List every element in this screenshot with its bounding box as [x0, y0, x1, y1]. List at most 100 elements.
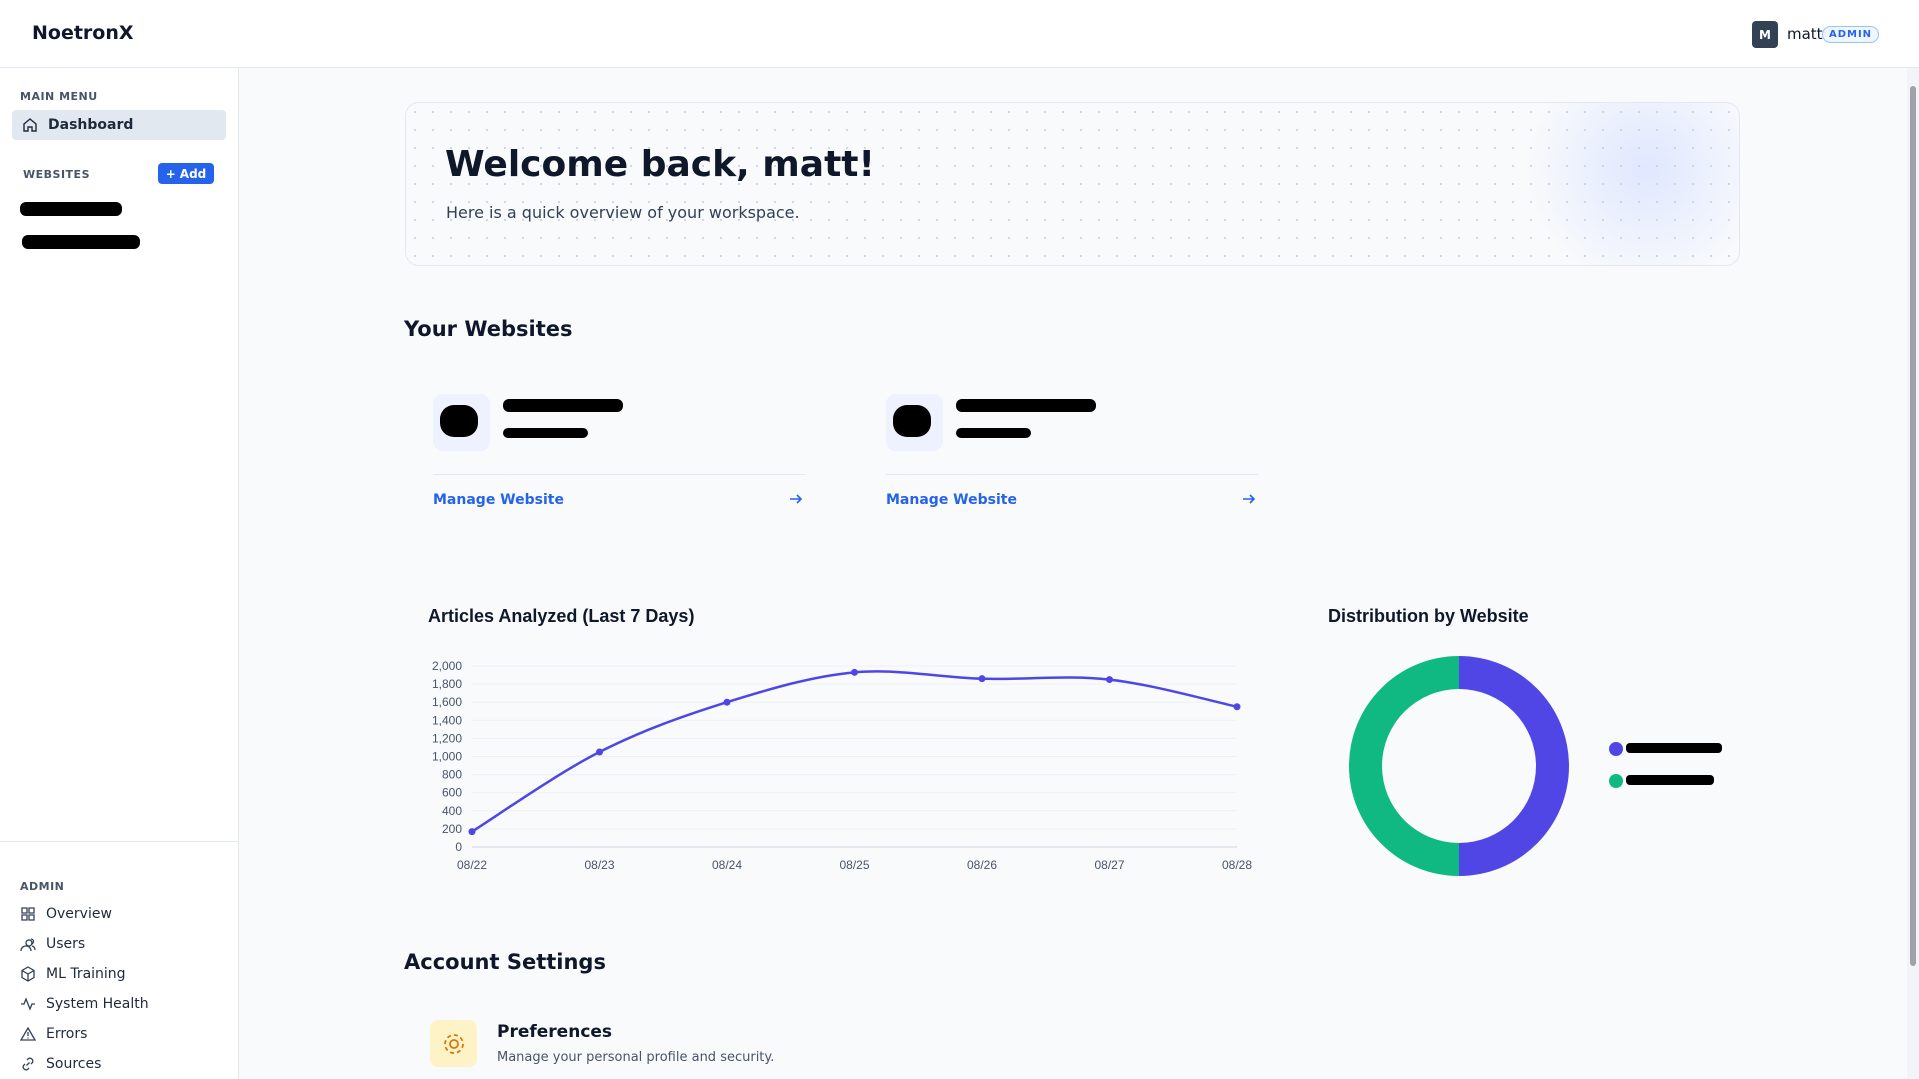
x-tick-label: 08/22	[457, 858, 487, 872]
divider	[0, 841, 238, 842]
redacted-legend-label	[1626, 743, 1722, 753]
settings-icon	[430, 1020, 477, 1067]
redacted-logo	[893, 405, 931, 437]
nav-label: System Health	[46, 996, 149, 1012]
slice[interactable]	[1459, 656, 1569, 876]
nav-label: Errors	[46, 1026, 88, 1042]
welcome-card: Welcome back, matt! Here is a quick over…	[405, 102, 1740, 266]
redacted	[956, 399, 1096, 412]
nav-label: Sources	[46, 1056, 102, 1072]
redacted[interactable]	[20, 202, 122, 216]
nav-item[interactable]: Overview	[20, 906, 112, 922]
y-tick-label: 0	[455, 840, 462, 854]
point[interactable]	[851, 668, 858, 676]
sidebar: MAIN MENU Dashboard WEBSITES + Add ADMIN …	[0, 68, 239, 1079]
x-tick-label: 08/27	[1094, 858, 1124, 872]
y-tick-label: 1,400	[432, 713, 462, 727]
manage-link[interactable]: Manage Website	[886, 492, 1017, 508]
manage-link[interactable]: Manage Website	[433, 492, 564, 508]
legend-swatch	[1609, 774, 1623, 788]
point[interactable]	[1233, 703, 1241, 711]
y-tick-label: 600	[442, 786, 462, 800]
redacted	[503, 428, 588, 438]
nav-item[interactable]: ML Training	[20, 966, 126, 982]
gear	[443, 1033, 464, 1054]
welcome-subtitle: Here is a quick overview of your workspa…	[446, 203, 800, 222]
nav-item[interactable]: Sources	[20, 1056, 101, 1072]
icon-path	[22, 1057, 34, 1071]
divider	[433, 474, 805, 475]
icon	[20, 938, 36, 952]
y-tick-label: 1,600	[432, 695, 462, 709]
plus: +	[165, 166, 176, 181]
x-tick-label: 08/26	[967, 858, 997, 872]
brand[interactable]: NoetronX	[32, 22, 134, 44]
point[interactable]	[468, 828, 476, 836]
scrollbar[interactable]	[1907, 68, 1919, 1079]
redacted-logo	[440, 405, 478, 437]
arrow-path	[1243, 494, 1256, 504]
add-button[interactable]: + Add	[158, 163, 214, 184]
icon-path	[21, 907, 35, 921]
role-badge: ADMIN	[1822, 26, 1879, 43]
welcome-title: Welcome back, matt!	[445, 144, 875, 185]
point[interactable]	[978, 675, 986, 683]
section-title: WEBSITES	[23, 168, 90, 181]
icon-path	[21, 997, 35, 1011]
redacted	[956, 428, 1031, 438]
y-tick-label: 1,000	[432, 750, 462, 764]
y-tick-label: 1,200	[432, 731, 462, 745]
redacted[interactable]	[22, 235, 140, 249]
add-label: Add	[179, 166, 207, 181]
nav-label: Overview	[46, 906, 112, 922]
legend-swatch	[1609, 742, 1623, 756]
divider	[886, 474, 1258, 475]
point[interactable]	[1106, 676, 1113, 684]
y-tick-label: 800	[442, 768, 462, 782]
y-tick-label: 2,000	[432, 659, 462, 673]
y-tick-label: 1,800	[432, 677, 462, 691]
x-tick-label: 08/25	[839, 858, 869, 872]
icon-path	[21, 966, 35, 982]
chart-title: Distribution by Website	[1328, 606, 1529, 626]
top-bar: NoetronX M matt ADMIN	[0, 0, 1919, 68]
nav-item[interactable]: Users	[20, 936, 85, 952]
line	[471, 670, 1238, 833]
section-title: MAIN MENU	[20, 90, 98, 103]
point[interactable]	[596, 748, 603, 756]
nav-item[interactable]: Dashboard	[12, 110, 226, 140]
arrow[interactable]	[1241, 491, 1257, 507]
icon	[23, 118, 37, 132]
icon	[21, 966, 35, 982]
y-tick-label: 200	[442, 822, 462, 836]
y-tick-label: 400	[442, 804, 462, 818]
point[interactable]	[723, 698, 731, 706]
slice[interactable]	[1349, 656, 1459, 876]
x-tick-label: 08/23	[584, 858, 614, 872]
arrow-path	[790, 494, 803, 504]
nav-label: Users	[46, 936, 86, 952]
icon-path	[20, 938, 36, 952]
user-name[interactable]: matt	[1787, 25, 1823, 43]
settings-title[interactable]: Preferences	[497, 1022, 613, 1042]
nav-label: Dashboard	[48, 117, 134, 133]
redacted	[503, 399, 623, 412]
icon	[22, 1057, 34, 1071]
section-heading: Your Websites	[404, 317, 573, 341]
icon-path	[20, 1026, 36, 1041]
chart-title: Articles Analyzed (Last 7 Days)	[428, 606, 694, 626]
nav-item[interactable]: Errors	[20, 1026, 87, 1042]
scroll-thumb[interactable]	[1910, 86, 1916, 966]
nav-item[interactable]: System Health	[20, 996, 149, 1012]
icon	[21, 997, 35, 1011]
x-tick-label: 08/28	[1222, 858, 1252, 872]
arrow[interactable]	[788, 491, 804, 507]
section-title: ADMIN	[20, 880, 65, 893]
line-chart: Articles Analyzed (Last 7 Days) 0 200 400 60…	[428, 606, 1252, 872]
section-heading: Account Settings	[404, 950, 606, 974]
avatar[interactable]: M	[1752, 21, 1778, 48]
doughnut-chart: Distribution by Website	[1328, 606, 1722, 876]
icon	[20, 1026, 36, 1041]
